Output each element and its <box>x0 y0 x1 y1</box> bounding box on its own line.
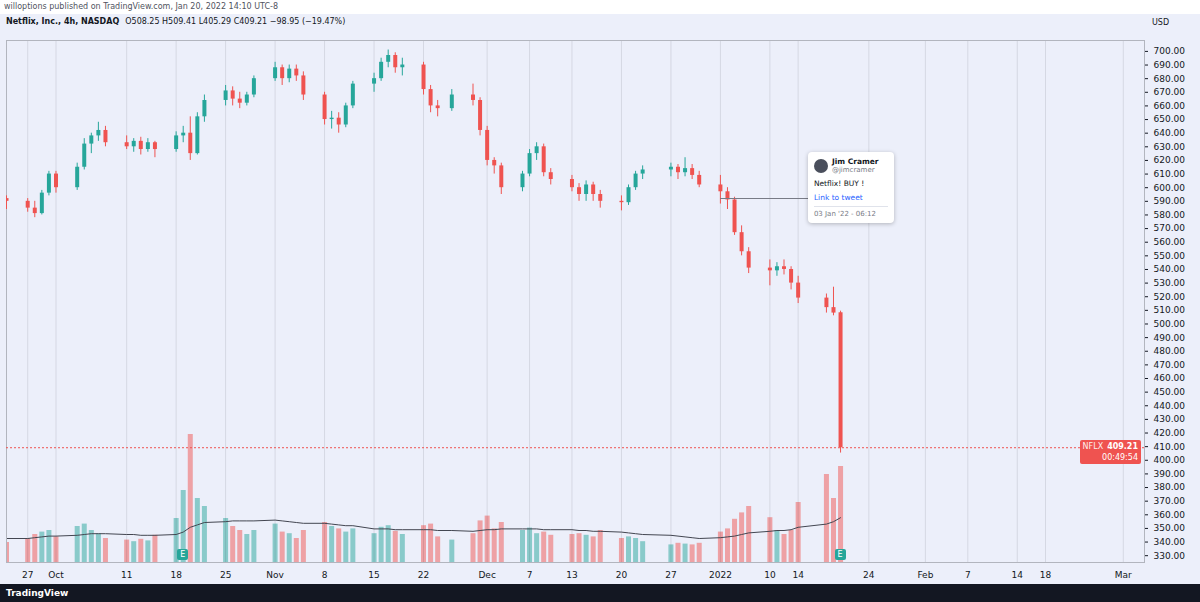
html-text:willoptions published on Tradi: willoptions published on TradingView.com… <box>4 2 278 11</box>
svg-text:420.00: 420.00 <box>1154 428 1186 438</box>
svg-text:530.00: 530.00 <box>1154 278 1186 288</box>
svg-text:27: 27 <box>665 570 676 580</box>
svg-text:410.00: 410.00 <box>1154 442 1186 452</box>
svg-text:10: 10 <box>764 570 776 580</box>
svg-text:350.00: 350.00 <box>1154 523 1186 533</box>
svg-text:18: 18 <box>1040 570 1052 580</box>
html-text:03 Jan '22 - 06:12: 03 Jan '22 - 06:12 <box>813 210 876 219</box>
svg-text:380.00: 380.00 <box>1154 482 1186 492</box>
svg-text:550.00: 550.00 <box>1154 251 1186 261</box>
svg-text:24: 24 <box>863 570 875 580</box>
svg-text:570.00: 570.00 <box>1154 223 1186 233</box>
svg-text:360.00: 360.00 <box>1154 510 1186 520</box>
svg-text:490.00: 490.00 <box>1154 332 1186 342</box>
html-text:Netflix, Inc., 4h, NASDAQ: Netflix, Inc., 4h, NASDAQ <box>6 17 120 26</box>
svg-text:25: 25 <box>220 570 231 580</box>
html-text:O508.25 H509.41 L405.29 C409.2: O508.25 H509.41 L405.29 C409.21 −98.95 (… <box>125 17 346 26</box>
svg-text:520.00: 520.00 <box>1154 292 1186 302</box>
html-text:E: E <box>837 550 843 559</box>
svg-text:11: 11 <box>121 570 132 580</box>
svg-text:450.00: 450.00 <box>1154 387 1186 397</box>
html-text:Jim Cramer: Jim Cramer <box>831 157 879 167</box>
html-text:Link to tweet: Link to tweet <box>813 193 863 203</box>
svg-text:510.00: 510.00 <box>1154 305 1186 315</box>
svg-text:480.00: 480.00 <box>1154 346 1186 356</box>
svg-text:650.00: 650.00 <box>1154 114 1186 124</box>
svg-text:680.00: 680.00 <box>1154 74 1186 84</box>
svg-text:7: 7 <box>527 570 533 580</box>
svg-text:7: 7 <box>965 570 971 580</box>
svg-text:14: 14 <box>1012 570 1024 580</box>
svg-text:Feb: Feb <box>917 570 933 580</box>
svg-text:590.00: 590.00 <box>1154 196 1186 206</box>
svg-text:22: 22 <box>418 570 429 580</box>
svg-text:610.00: 610.00 <box>1154 169 1186 179</box>
svg-text:20: 20 <box>616 570 628 580</box>
svg-text:560.00: 560.00 <box>1154 237 1186 247</box>
svg-text:600.00: 600.00 <box>1154 183 1186 193</box>
svg-text:660.00: 660.00 <box>1154 101 1186 111</box>
svg-text:Mar: Mar <box>1115 570 1132 580</box>
svg-text:Oct: Oct <box>48 570 64 580</box>
svg-text:620.00: 620.00 <box>1154 155 1186 165</box>
svg-text:580.00: 580.00 <box>1154 210 1186 220</box>
svg-text:700.00: 700.00 <box>1154 46 1186 56</box>
html-text:USD: USD <box>1152 18 1170 27</box>
svg-text:670.00: 670.00 <box>1154 87 1186 97</box>
svg-text:Dec: Dec <box>478 570 495 580</box>
svg-text:640.00: 640.00 <box>1154 128 1186 138</box>
svg-text:390.00: 390.00 <box>1154 469 1186 479</box>
html-text:@jimcramer: @jimcramer <box>831 166 875 175</box>
svg-text:690.00: 690.00 <box>1154 60 1186 70</box>
svg-text:430.00: 430.00 <box>1154 414 1186 424</box>
html-text:TradingView: TradingView <box>6 588 69 598</box>
svg-text:330.00: 330.00 <box>1154 551 1186 561</box>
svg-text:540.00: 540.00 <box>1154 264 1186 274</box>
svg-text:14: 14 <box>792 570 804 580</box>
svg-text:460.00: 460.00 <box>1154 373 1186 383</box>
svg-text:400.00: 400.00 <box>1154 455 1186 465</box>
svg-text:8: 8 <box>322 570 328 580</box>
svg-text:340.00: 340.00 <box>1154 537 1186 547</box>
svg-text:2022: 2022 <box>709 570 732 580</box>
svg-text:13: 13 <box>566 570 577 580</box>
svg-text:630.00: 630.00 <box>1154 142 1186 152</box>
html-text:E: E <box>180 550 186 559</box>
svg-text:500.00: 500.00 <box>1154 319 1186 329</box>
html-text:00:49:54: 00:49:54 <box>1102 453 1138 463</box>
html-text:NFLX 409.21: NFLX 409.21 <box>1082 442 1138 452</box>
svg-text:470.00: 470.00 <box>1154 360 1186 370</box>
svg-text:370.00: 370.00 <box>1154 496 1186 506</box>
svg-text:Nov: Nov <box>266 570 284 580</box>
svg-text:15: 15 <box>368 570 379 580</box>
svg-text:440.00: 440.00 <box>1154 401 1186 411</box>
svg-text:27: 27 <box>22 570 33 580</box>
html-text:Netflix! BUY !: Netflix! BUY ! <box>813 179 865 189</box>
svg-text:18: 18 <box>170 570 182 580</box>
